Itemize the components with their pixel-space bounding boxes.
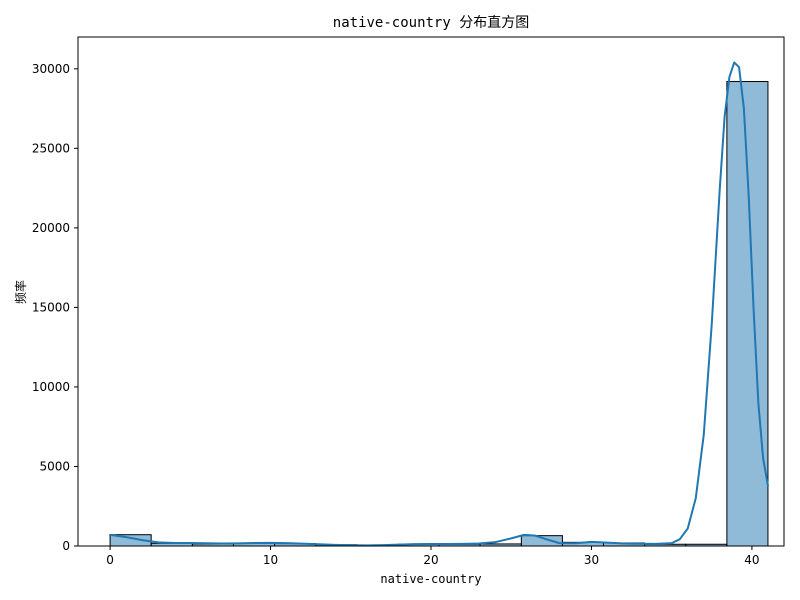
y-tick-label: 20000	[32, 221, 70, 235]
x-tick-label: 10	[263, 553, 278, 567]
histogram-bar-15	[726, 81, 769, 547]
y-axis-label: 频率	[13, 280, 28, 304]
plot-frame	[77, 36, 785, 547]
x-tick-label: 0	[106, 553, 114, 567]
y-tick-label: 10000	[32, 380, 70, 394]
axes-layer	[77, 36, 785, 547]
y-tick-label: 5000	[39, 459, 70, 473]
y-tick-label: 25000	[32, 141, 70, 155]
x-tick-label: 20	[423, 553, 438, 567]
kde-layer	[109, 61, 769, 547]
x-axis-label: native-country	[380, 572, 481, 586]
y-tick-label: 30000	[32, 62, 70, 76]
x-tick-label: 40	[744, 553, 759, 567]
chart-title: native-country 分布直方图	[333, 14, 529, 31]
y-tick-label: 0	[62, 539, 70, 553]
kde-line	[109, 61, 769, 547]
ticks-layer: 0 10 20 30 40 0 5000 10000 15000 20000 25000 30000	[32, 62, 760, 567]
x-tick-label: 30	[584, 553, 599, 567]
bars-layer	[109, 81, 769, 547]
y-tick-label: 15000	[32, 300, 70, 314]
